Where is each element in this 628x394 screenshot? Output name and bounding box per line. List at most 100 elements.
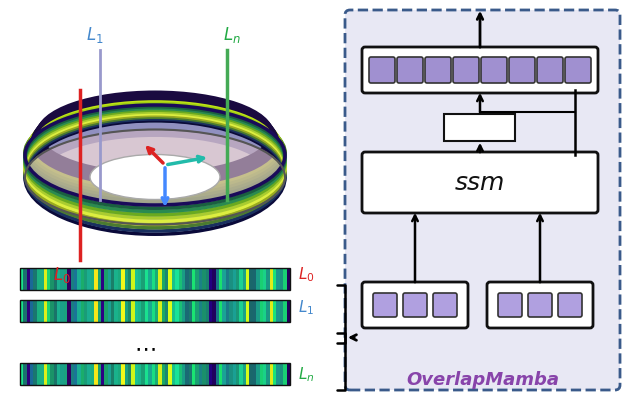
Bar <box>87 268 92 290</box>
FancyBboxPatch shape <box>537 57 563 83</box>
Bar <box>151 363 156 385</box>
Bar <box>101 300 105 322</box>
Bar <box>47 363 51 385</box>
Bar <box>239 268 243 290</box>
Bar <box>145 363 149 385</box>
Text: $L_0$: $L_0$ <box>53 265 71 285</box>
Bar <box>20 363 24 385</box>
Bar <box>236 300 240 322</box>
FancyBboxPatch shape <box>509 57 535 83</box>
Bar <box>155 300 159 322</box>
Bar <box>94 268 98 290</box>
Bar <box>202 268 206 290</box>
Bar <box>222 300 226 322</box>
Bar <box>175 300 179 322</box>
Bar <box>266 300 270 322</box>
Bar <box>182 300 186 322</box>
Bar <box>124 363 129 385</box>
FancyBboxPatch shape <box>403 293 427 317</box>
Bar <box>67 268 71 290</box>
FancyBboxPatch shape <box>345 10 620 390</box>
Bar <box>30 300 34 322</box>
Bar <box>168 300 172 322</box>
Bar <box>37 363 41 385</box>
Bar <box>236 363 240 385</box>
Bar <box>81 268 85 290</box>
Bar <box>229 268 233 290</box>
FancyBboxPatch shape <box>397 57 423 83</box>
Bar <box>81 300 85 322</box>
Bar <box>182 268 186 290</box>
Bar <box>270 268 274 290</box>
Text: $L_1$: $L_1$ <box>86 25 104 45</box>
Bar <box>246 268 250 290</box>
Bar <box>243 363 247 385</box>
Bar <box>151 268 156 290</box>
Bar <box>216 300 220 322</box>
Bar <box>243 268 247 290</box>
FancyBboxPatch shape <box>362 47 598 93</box>
Bar <box>77 300 81 322</box>
Bar <box>195 268 199 290</box>
Bar <box>128 268 132 290</box>
Bar <box>104 300 108 322</box>
Bar <box>253 363 257 385</box>
Bar <box>124 268 129 290</box>
Bar <box>131 268 135 290</box>
Bar <box>121 300 125 322</box>
Bar <box>54 363 58 385</box>
Bar <box>111 268 115 290</box>
Bar <box>97 268 102 290</box>
Bar <box>158 363 162 385</box>
Bar <box>273 363 277 385</box>
Bar <box>138 300 142 322</box>
Bar <box>280 300 284 322</box>
Bar <box>23 268 27 290</box>
Bar <box>43 268 48 290</box>
FancyBboxPatch shape <box>362 152 598 213</box>
Bar <box>259 363 264 385</box>
FancyBboxPatch shape <box>373 293 397 317</box>
Bar <box>259 300 264 322</box>
Bar <box>249 268 253 290</box>
Bar <box>172 268 176 290</box>
Bar <box>70 363 75 385</box>
Bar <box>232 300 237 322</box>
Bar <box>270 300 274 322</box>
FancyBboxPatch shape <box>481 57 507 83</box>
Bar <box>155 363 159 385</box>
Bar <box>185 268 189 290</box>
Bar <box>121 363 125 385</box>
FancyBboxPatch shape <box>558 293 582 317</box>
Bar <box>141 268 145 290</box>
Bar <box>232 363 237 385</box>
Bar <box>175 363 179 385</box>
Bar <box>219 268 223 290</box>
Bar <box>162 300 166 322</box>
Bar <box>104 268 108 290</box>
Text: $L_0$: $L_0$ <box>298 266 315 284</box>
Bar <box>145 300 149 322</box>
FancyBboxPatch shape <box>528 293 552 317</box>
Bar <box>199 300 203 322</box>
Bar <box>178 300 183 322</box>
Bar <box>33 300 38 322</box>
Bar <box>263 268 267 290</box>
Bar <box>168 268 172 290</box>
Bar <box>64 300 68 322</box>
Bar <box>57 363 61 385</box>
Bar <box>226 300 230 322</box>
Bar <box>97 363 102 385</box>
Bar <box>118 363 122 385</box>
Bar <box>40 268 44 290</box>
Bar <box>222 363 226 385</box>
Bar <box>273 300 277 322</box>
Ellipse shape <box>90 154 220 199</box>
Bar <box>178 363 183 385</box>
Bar <box>202 363 206 385</box>
Bar <box>165 300 169 322</box>
Bar <box>189 268 193 290</box>
Bar <box>232 268 237 290</box>
Bar <box>87 363 92 385</box>
Bar <box>131 300 135 322</box>
